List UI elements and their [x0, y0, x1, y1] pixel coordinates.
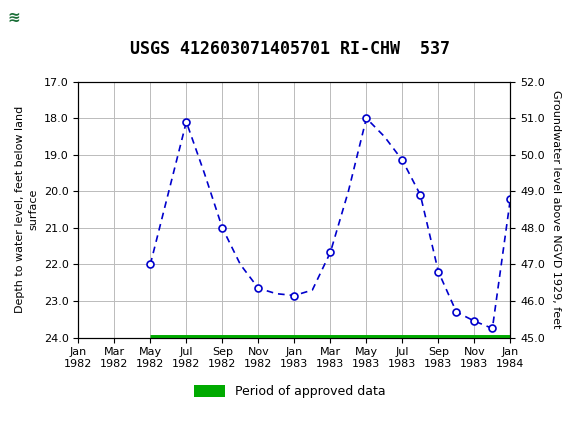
- Text: USGS 412603071405701 RI-CHW  537: USGS 412603071405701 RI-CHW 537: [130, 40, 450, 58]
- Legend: Period of approved data: Period of approved data: [189, 381, 391, 403]
- Text: ≋: ≋: [7, 9, 20, 25]
- Text: USGS: USGS: [61, 9, 116, 27]
- Y-axis label: Groundwater level above NGVD 1929, feet: Groundwater level above NGVD 1929, feet: [550, 90, 560, 329]
- Y-axis label: Depth to water level, feet below land
surface: Depth to water level, feet below land su…: [15, 106, 38, 313]
- Bar: [5, 3, 54, 32]
